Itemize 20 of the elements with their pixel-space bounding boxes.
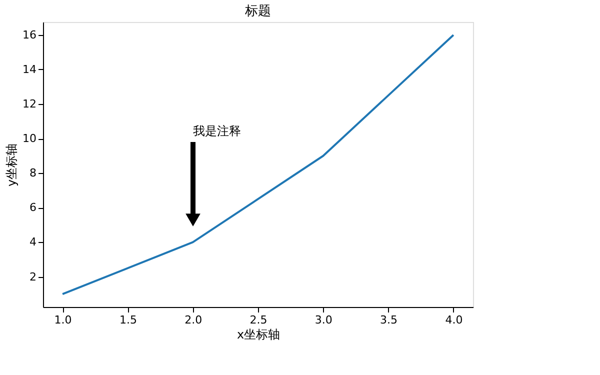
y-tick-label: 6	[30, 201, 36, 214]
x-tick-label: 4.0	[445, 314, 463, 326]
x-tick-label: 2.5	[250, 314, 268, 326]
y-tick-label: 14	[22, 63, 36, 76]
chart-title: 标题	[244, 4, 271, 19]
y-tick-label: 8	[30, 166, 36, 180]
y-tick-label: 2	[30, 270, 36, 284]
x-tick-label: 2.0	[184, 314, 202, 326]
y-tick-label: 4	[30, 236, 36, 249]
y-tick-label: 10	[22, 132, 36, 146]
x-tick-label: 3.5	[380, 314, 398, 326]
line-series	[62, 34, 454, 296]
y-tick-label: 12	[22, 98, 36, 111]
y-tick-label: 16	[22, 28, 36, 42]
x-tick-label: 1.5	[119, 314, 137, 326]
x-tick-label: 1.0	[54, 314, 72, 326]
annotation: 我是注释	[193, 124, 241, 138]
x-tick-label: 3.0	[314, 314, 332, 326]
y-axis-title: y坐标轴	[4, 143, 19, 187]
x-axis-title: x坐标轴	[236, 328, 280, 342]
